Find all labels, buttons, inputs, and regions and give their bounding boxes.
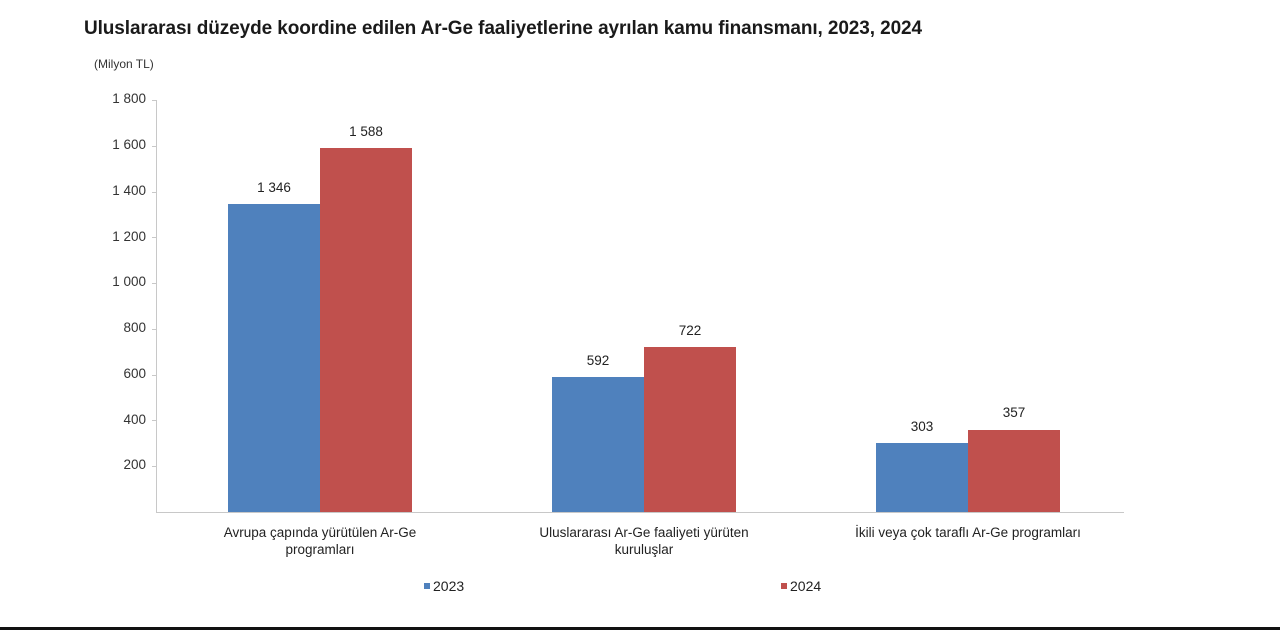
y-tick-mark — [152, 237, 157, 238]
legend-swatch-icon — [424, 583, 430, 589]
y-tick-mark — [152, 329, 157, 330]
category-label: İkili veya çok taraflı Ar-Ge programları — [855, 525, 1081, 540]
y-tick-label: 800 — [123, 320, 146, 335]
y-tick-label: 400 — [123, 412, 146, 427]
x-axis-line — [156, 512, 1124, 513]
y-tick-label: 1 800 — [112, 91, 146, 106]
y-tick-label: 200 — [123, 457, 146, 472]
bar-2024-uluslararasi — [644, 347, 736, 512]
y-tick-mark — [152, 420, 157, 421]
bar-2024-ikili — [968, 430, 1060, 512]
y-axis-line — [156, 100, 157, 513]
data-label: 722 — [678, 323, 702, 338]
data-label: 1 588 — [349, 124, 383, 139]
bar-2023-uluslararasi — [552, 377, 644, 512]
data-label: 592 — [586, 353, 610, 368]
data-label: 1 346 — [257, 180, 291, 195]
category-label: Uluslararası Ar-Ge faaliyeti yürüten kur… — [539, 525, 749, 557]
y-tick-mark — [152, 100, 157, 101]
y-tick-mark — [152, 146, 157, 147]
y-tick-mark — [152, 375, 157, 376]
y-tick-label: 1 400 — [112, 183, 146, 198]
bar-2023-ikili — [876, 443, 968, 512]
y-tick-label: 600 — [123, 366, 146, 381]
unit-label: (Milyon TL) — [94, 57, 154, 71]
y-tick-mark — [152, 192, 157, 193]
legend-item-2024: 2024 — [781, 578, 821, 594]
y-tick-label: 1 600 — [112, 137, 146, 152]
category-label: Avrupa çapında yürütülen Ar-Ge programla… — [223, 525, 417, 557]
y-tick-mark — [152, 466, 157, 467]
bar-2024-avrupa — [320, 148, 412, 512]
legend-item-2023: 2023 — [424, 578, 464, 594]
y-tick-label: 1 000 — [112, 274, 146, 289]
data-label: 357 — [1002, 405, 1026, 420]
y-tick-label: 1 200 — [112, 229, 146, 244]
data-label: 303 — [910, 419, 934, 434]
chart-title: Uluslararası düzeyde koordine edilen Ar-… — [84, 18, 922, 39]
legend-swatch-icon — [781, 583, 787, 589]
bar-2023-avrupa — [228, 204, 320, 512]
y-tick-mark — [152, 283, 157, 284]
bottom-border — [0, 627, 1280, 630]
